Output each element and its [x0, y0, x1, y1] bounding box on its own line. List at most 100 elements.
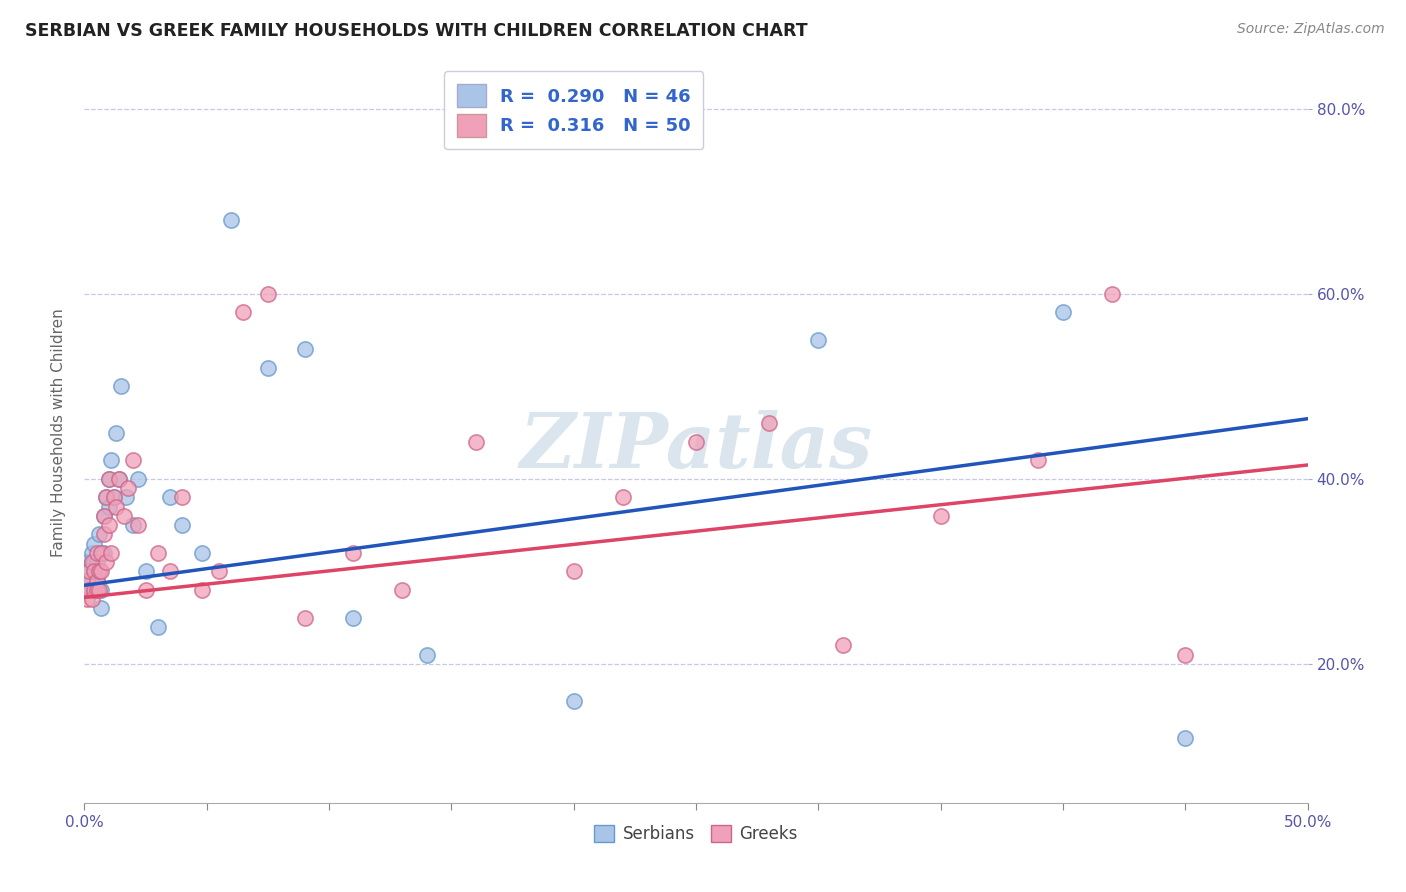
- Point: [146, 620, 169, 634]
- Point: [80, 555, 103, 569]
- Point: [257, 286, 280, 301]
- Point: [929, 508, 952, 523]
- Point: [90, 582, 112, 597]
- Point: [110, 379, 132, 393]
- Point: [87, 582, 110, 597]
- Point: [97, 472, 120, 486]
- Point: [100, 453, 122, 467]
- Point: [83, 565, 105, 579]
- Point: [80, 546, 103, 560]
- Point: [191, 546, 214, 560]
- Point: [172, 491, 194, 505]
- Point: [342, 546, 364, 560]
- Point: [86, 546, 108, 560]
- Point: [86, 582, 108, 597]
- Point: [135, 582, 157, 597]
- Point: [103, 491, 125, 505]
- Point: [77, 582, 100, 597]
- Point: [83, 536, 105, 550]
- Point: [76, 555, 98, 569]
- Point: [219, 212, 242, 227]
- Point: [294, 343, 316, 357]
- Point: [562, 694, 585, 708]
- Point: [115, 491, 138, 505]
- Point: [83, 565, 105, 579]
- Point: [122, 518, 145, 533]
- Point: [80, 592, 103, 607]
- Point: [103, 491, 125, 505]
- Point: [96, 555, 118, 569]
- Point: [172, 518, 194, 533]
- Point: [1028, 453, 1050, 467]
- Point: [831, 639, 853, 653]
- Y-axis label: Family Households with Children: Family Households with Children: [51, 309, 66, 557]
- Point: [191, 582, 214, 597]
- Point: [86, 574, 108, 588]
- Point: [97, 472, 120, 486]
- Point: [90, 601, 112, 615]
- Point: [86, 574, 108, 588]
- Point: [87, 565, 110, 579]
- Point: [342, 610, 364, 624]
- Point: [146, 546, 169, 560]
- Point: [83, 555, 105, 569]
- Point: [232, 305, 254, 319]
- Point: [93, 508, 115, 523]
- Point: [77, 582, 100, 597]
- Point: [83, 582, 105, 597]
- Point: [97, 518, 120, 533]
- Point: [96, 491, 118, 505]
- Point: [1101, 286, 1123, 301]
- Point: [159, 565, 181, 579]
- Point: [93, 546, 115, 560]
- Text: ZIPatlas: ZIPatlas: [519, 410, 873, 484]
- Point: [612, 491, 634, 505]
- Point: [1052, 305, 1074, 319]
- Text: SERBIAN VS GREEK FAMILY HOUSEHOLDS WITH CHILDREN CORRELATION CHART: SERBIAN VS GREEK FAMILY HOUSEHOLDS WITH …: [25, 22, 808, 40]
- Point: [76, 574, 98, 588]
- Point: [83, 582, 105, 597]
- Point: [758, 417, 780, 431]
- Point: [86, 555, 108, 569]
- Point: [80, 574, 103, 588]
- Point: [76, 592, 98, 607]
- Point: [107, 472, 129, 486]
- Point: [80, 555, 103, 569]
- Point: [87, 565, 110, 579]
- Point: [135, 565, 157, 579]
- Point: [105, 425, 128, 440]
- Point: [86, 582, 108, 597]
- Point: [807, 333, 830, 347]
- Point: [90, 546, 112, 560]
- Point: [93, 527, 115, 541]
- Point: [76, 574, 98, 588]
- Point: [87, 527, 110, 541]
- Point: [105, 500, 128, 514]
- Point: [117, 481, 139, 495]
- Point: [96, 491, 118, 505]
- Point: [1174, 648, 1197, 662]
- Point: [562, 565, 585, 579]
- Point: [416, 648, 439, 662]
- Point: [208, 565, 231, 579]
- Point: [90, 565, 112, 579]
- Point: [685, 434, 707, 449]
- Point: [93, 508, 115, 523]
- Text: Source: ZipAtlas.com: Source: ZipAtlas.com: [1237, 22, 1385, 37]
- Legend: Serbians, Greeks: Serbians, Greeks: [588, 819, 804, 850]
- Point: [127, 472, 149, 486]
- Point: [159, 491, 181, 505]
- Point: [294, 610, 316, 624]
- Point: [127, 518, 149, 533]
- Point: [86, 565, 108, 579]
- Point: [391, 582, 413, 597]
- Point: [112, 508, 135, 523]
- Point: [107, 472, 129, 486]
- Point: [464, 434, 486, 449]
- Point: [1174, 731, 1197, 745]
- Point: [77, 565, 100, 579]
- Point: [100, 546, 122, 560]
- Point: [122, 453, 145, 467]
- Point: [97, 500, 120, 514]
- Point: [257, 360, 280, 375]
